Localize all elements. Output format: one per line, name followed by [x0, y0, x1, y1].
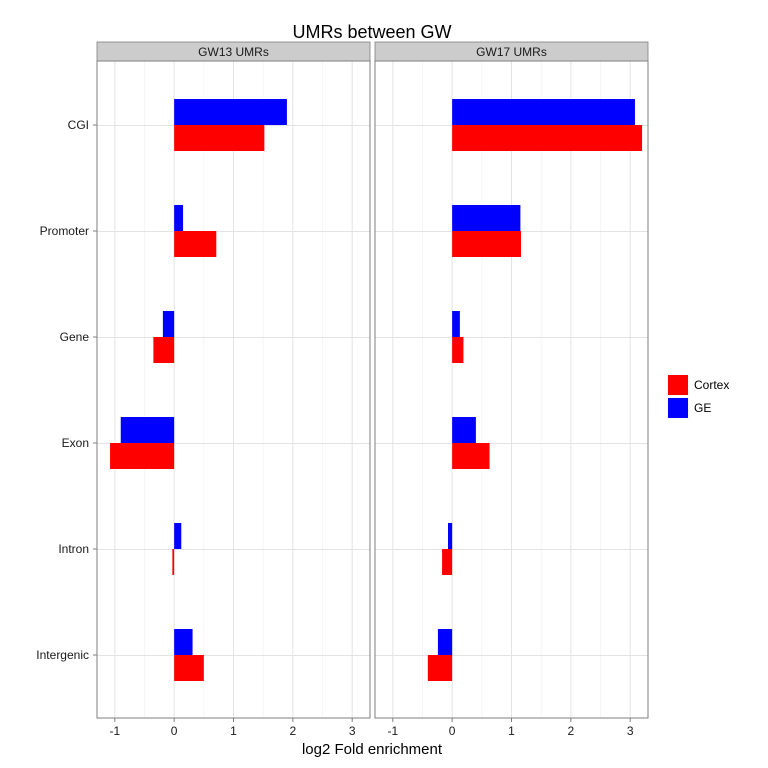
- bar-ge-promoter: [452, 205, 521, 231]
- bar-ge-intergenic: [437, 629, 453, 655]
- x-tick-label: 2: [568, 724, 575, 738]
- bar-ge-promoter: [174, 205, 184, 231]
- panels: GW13 UMRs -1 0 1 2 3 GW17 UMRs -1 0 1 2 3 CGI Promote…: [36, 41, 649, 738]
- bar-ge-cgi: [452, 99, 635, 125]
- bar-ge-intron: [174, 523, 182, 549]
- y-tick-label: Intergenic: [36, 648, 89, 662]
- x-tick-label: 2: [290, 724, 297, 738]
- bar-ge-intergenic: [174, 629, 193, 655]
- y-axis: CGI Promoter Gene Exon Intron Intergenic: [36, 118, 97, 662]
- x-tick-label: 3: [349, 724, 356, 738]
- chart-title: UMRs between GW: [292, 22, 451, 42]
- bar-ge-exon: [452, 417, 476, 443]
- legend-key-ge: [668, 398, 688, 418]
- y-tick-label: Gene: [60, 330, 90, 344]
- x-tick-label: 0: [171, 724, 178, 738]
- bar-cortex-exon: [452, 443, 490, 469]
- x-tick-label: 1: [508, 724, 515, 738]
- bar-cortex-promoter: [452, 231, 521, 257]
- bar-ge-exon: [120, 417, 175, 443]
- bar-cortex-intron: [442, 549, 453, 575]
- facet-strip-label: GW13 UMRs: [198, 45, 269, 59]
- bar-cortex-cgi: [174, 125, 265, 151]
- legend-key-cortex: [668, 375, 688, 395]
- panel-2: GW17 UMRs -1 0 1 2 3: [374, 41, 649, 738]
- x-axis-title: log2 Fold enrichment: [302, 741, 443, 758]
- bar-ge-gene: [452, 311, 460, 337]
- bar-cortex-promoter: [174, 231, 217, 257]
- y-tick-label: Intron: [58, 542, 89, 556]
- bar-cortex-intergenic: [174, 655, 204, 681]
- bar-cortex-gene: [452, 337, 464, 363]
- x-tick-label: 1: [230, 724, 237, 738]
- bar-cortex-intergenic: [427, 655, 453, 681]
- bar-ge-gene: [162, 311, 175, 337]
- x-tick-label: 0: [449, 724, 456, 738]
- x-tick-label: -1: [109, 724, 120, 738]
- panel-1: GW13 UMRs -1 0 1 2 3: [96, 41, 371, 738]
- bar-cortex-cgi: [452, 125, 643, 151]
- bar-ge-cgi: [174, 99, 287, 125]
- bar-cortex-intron: [172, 549, 175, 575]
- y-tick-label: Exon: [62, 436, 89, 450]
- facet-strip-label: GW17 UMRs: [476, 45, 547, 59]
- bar-cortex-gene: [153, 337, 175, 363]
- x-tick-label: -1: [387, 724, 398, 738]
- legend: Cortex GE: [666, 373, 729, 420]
- y-tick-label: CGI: [68, 118, 89, 132]
- legend-label-cortex: Cortex: [694, 378, 729, 392]
- x-tick-label: 3: [627, 724, 634, 738]
- bar-ge-intron: [447, 523, 453, 549]
- legend-label-ge: GE: [694, 401, 711, 415]
- bar-cortex-exon: [110, 443, 175, 469]
- y-tick-label: Promoter: [40, 224, 89, 238]
